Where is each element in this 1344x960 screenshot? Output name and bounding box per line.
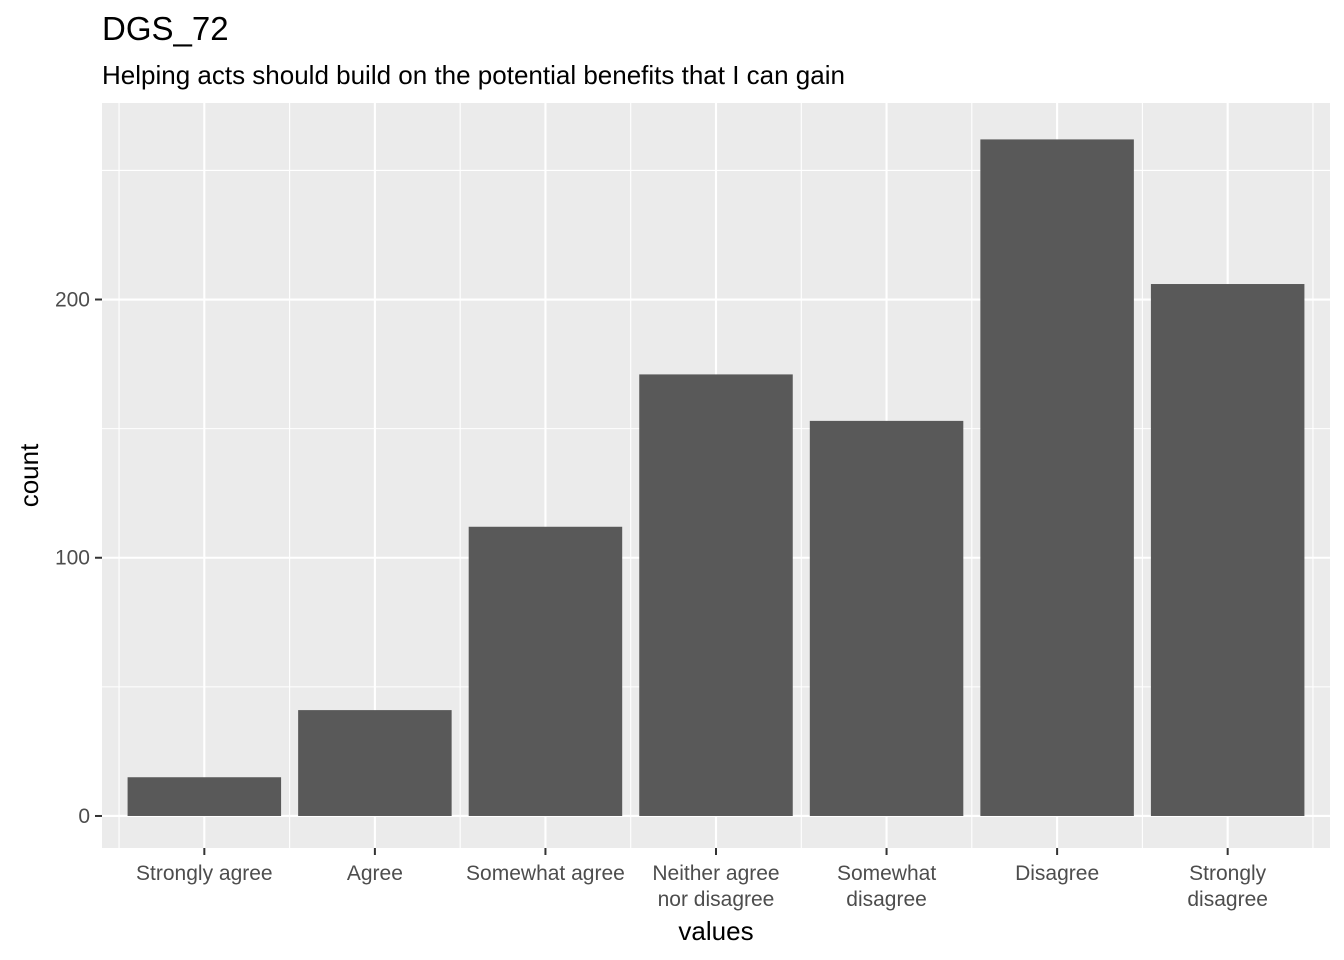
bars [127,139,1305,816]
bar [980,139,1134,816]
y-tick-label: 100 [55,547,90,570]
bar [639,374,793,816]
x-tick-label-line: Strongly [1189,862,1267,885]
x-tick-label: Somewhat agree [466,862,625,885]
bar [809,420,964,816]
x-tick-label: Strongly agree [136,862,273,885]
x-tick-label-line: Strongly agree [136,862,273,885]
y-tick-label: 0 [78,805,90,828]
bar [298,710,452,816]
x-tick-label-line: Somewhat agree [466,862,625,885]
x-tick-label: Agree [347,862,403,885]
bar [1150,284,1305,816]
bar [127,777,282,816]
x-tick-label: Disagree [1015,862,1099,885]
y-axis-label: count [14,443,44,507]
x-tick-label: Strongly disagree [1187,862,1268,911]
chart-title: DGS_72 [102,10,229,47]
y-tick-label: 200 [55,289,90,312]
x-axis-label: values [678,916,753,946]
x-tick-label-line: Disagree [1015,862,1099,885]
x-tick-label-line: disagree [846,888,927,911]
x-tick-label-line: nor disagree [658,888,775,911]
x-tick-label-line: Agree [347,862,403,885]
x-tick-label: Somewhat disagree [837,862,936,911]
bar [468,526,623,816]
chart-subtitle: Helping acts should build on the potenti… [102,60,845,90]
x-tick-label: Neither agree nor disagree [652,862,779,911]
x-tick-label-line: Neither agree [652,862,779,885]
axis-ticks: 0 100 200 Strongly agree Agree Somewhat agree… [55,289,1268,911]
x-tick-label-line: disagree [1187,888,1268,911]
x-tick-label-line: Somewhat [837,862,936,885]
